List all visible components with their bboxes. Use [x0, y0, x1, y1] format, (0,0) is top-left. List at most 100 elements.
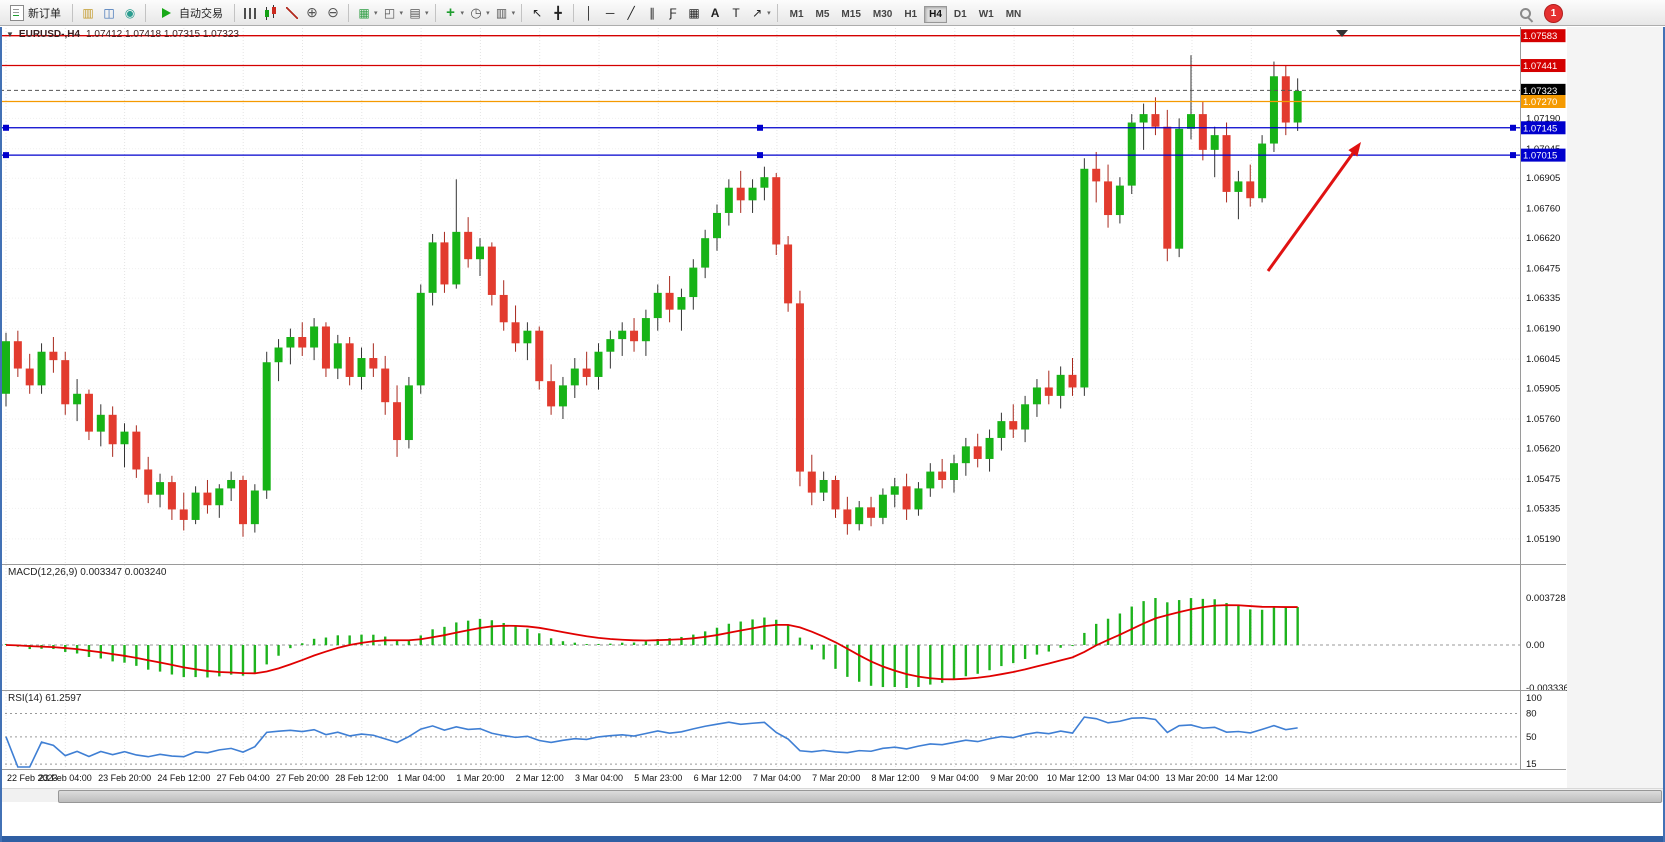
shapes-icon[interactable]: ▦: [688, 5, 700, 20]
tile-windows-icon[interactable]: ▦: [358, 5, 370, 20]
horizontal-line-icon[interactable]: ─: [605, 5, 615, 20]
search-icon[interactable]: [1518, 6, 1534, 22]
window-left-border: [0, 27, 2, 842]
macd-histogram: [4, 598, 1299, 688]
bid-price-line-price-label-box: [1520, 83, 1566, 97]
rsi-axis-label: 100: [1526, 693, 1542, 704]
trend-arrow-annotation[interactable]: [1266, 149, 1357, 272]
rsi-indicator-label: RSI(14) 61.2597: [8, 693, 82, 704]
resistance-line-1-price-label: 1.07583: [1523, 31, 1557, 42]
timeframe-group: M1 M5 M15 M30 H1 H4 D1 W1 MN: [784, 4, 1028, 23]
support-line-1-handle[interactable]: [1510, 124, 1516, 131]
new-chart-icon-caret[interactable]: ▾: [399, 9, 404, 17]
toolbar-separator: [145, 3, 146, 22]
indicators-add-icon[interactable]: +: [446, 4, 455, 21]
zoom-out-icon[interactable]: ⊖: [327, 4, 339, 20]
toolbar-group-indicators: + ▾ ◷ ▾ ▥ ▾: [442, 4, 516, 22]
new-chart-icon[interactable]: ◰: [383, 5, 396, 20]
time-axis-label: 8 Mar 12:00: [871, 773, 919, 783]
rsi-axis-label: 50: [1526, 732, 1537, 743]
timeframe-D1[interactable]: D1: [953, 8, 967, 20]
market-watch-icon[interactable]: ◫: [103, 5, 115, 20]
timeframe-H4[interactable]: H4: [924, 5, 947, 23]
support-line-1-handle[interactable]: [757, 124, 763, 131]
timeframe-H1[interactable]: H1: [904, 8, 918, 20]
arrows-icon[interactable]: ↗: [752, 5, 763, 20]
chart-shift-icon[interactable]: [1336, 30, 1348, 37]
periods-icon[interactable]: ◷: [470, 4, 482, 20]
zoom-in-icon[interactable]: ⊕: [306, 4, 318, 20]
text-icon[interactable]: A: [710, 5, 720, 20]
time-axis-label: 6 Mar 12:00: [694, 773, 742, 783]
new-order-button[interactable]: 新订单: [5, 3, 66, 23]
templates-icon[interactable]: ▥: [495, 5, 508, 20]
timeframe-M15[interactable]: M15: [841, 8, 861, 20]
profiles-icon-caret[interactable]: ▾: [425, 9, 429, 17]
bar-chart-icon[interactable]: [241, 3, 259, 22]
timeframe-M1[interactable]: M1: [789, 8, 804, 20]
time-axis-label: 7 Mar 20:00: [812, 773, 860, 783]
price-axis-label: 1.07190: [1526, 113, 1560, 124]
timeframe-W1[interactable]: W1: [978, 8, 994, 20]
toolbar-group-system: ▥ ◫ ◉: [79, 4, 139, 22]
price-axis-label: 1.05760: [1526, 414, 1560, 425]
macd-axis-label: -0.003336: [1526, 683, 1569, 694]
indicators-add-icon-caret[interactable]: ▾: [460, 9, 465, 17]
label-icon[interactable]: T: [732, 5, 740, 20]
time-axis-label: 5 Mar 23:00: [634, 773, 682, 783]
support-line-2-handle[interactable]: [757, 152, 763, 159]
price-axis-label: 1.06760: [1526, 204, 1560, 215]
price-axis-label: 1.06335: [1526, 293, 1560, 304]
channel-icon[interactable]: ∥: [649, 5, 656, 20]
profiles-icon[interactable]: ▤: [409, 5, 421, 20]
toolbar-group-chart-types: [241, 3, 301, 22]
time-axis-label: 23 Feb 04:00: [39, 773, 92, 783]
time-axis-label: 14 Mar 12:00: [1225, 773, 1278, 783]
orange-level-line-price-label: 1.07270: [1523, 97, 1557, 108]
support-line-2-handle[interactable]: [3, 152, 9, 159]
time-axis-label: 23 Feb 20:00: [98, 773, 151, 783]
bid-price-line-price-label: 1.07323: [1523, 86, 1557, 97]
time-axis-label: 2 Mar 12:00: [516, 773, 564, 783]
periods-icon-caret[interactable]: ▾: [486, 9, 490, 17]
tile-windows-icon-caret[interactable]: ▾: [374, 9, 378, 17]
price-axis-label: 1.05475: [1526, 474, 1560, 485]
horizontal-scrollbar[interactable]: [0, 788, 1665, 803]
time-axis-label: 28 Feb 12:00: [335, 773, 388, 783]
support-line-2-handle[interactable]: [1510, 152, 1516, 159]
time-axis-label: 13 Mar 04:00: [1106, 773, 1159, 783]
trendline-icon[interactable]: ╱: [627, 5, 635, 20]
price-axis-label: 1.05190: [1526, 534, 1560, 545]
macd-axis-label: 0.003728: [1526, 593, 1566, 604]
one-click-trading-toggle-icon[interactable]: ▼: [6, 30, 14, 39]
toolbox-icon[interactable]: ▥: [82, 5, 94, 20]
notification-badge[interactable]: 1: [1544, 4, 1563, 23]
horizontal-scrollbar-thumb[interactable]: [58, 790, 1662, 803]
line-chart-icon[interactable]: [283, 3, 301, 22]
toolbar-separator: [234, 3, 235, 22]
support-line-1-handle[interactable]: [3, 124, 9, 131]
data-window-icon[interactable]: ◉: [124, 5, 136, 20]
timeframe-MN[interactable]: MN: [1005, 8, 1022, 20]
time-axis-label: 9 Mar 20:00: [990, 773, 1038, 783]
timeframe-M5[interactable]: M5: [815, 8, 830, 20]
vertical-line-icon[interactable]: │: [585, 5, 593, 20]
cursor-icon[interactable]: ↖: [532, 5, 543, 20]
macd-axis-label: 0.00: [1526, 640, 1545, 651]
support-line-2-price-label: 1.07015: [1523, 151, 1557, 162]
candlestick-chart-icon[interactable]: [262, 3, 280, 22]
time-axis-label: 27 Feb 20:00: [276, 773, 329, 783]
templates-icon-caret[interactable]: ▾: [511, 9, 516, 17]
autotrading-button[interactable]: 自动交易: [152, 2, 228, 24]
timeframe-M30[interactable]: M30: [872, 8, 893, 20]
trend-arrow-head[interactable]: [1348, 142, 1361, 157]
arrows-icon-caret[interactable]: ▾: [767, 9, 771, 17]
crosshair-icon[interactable]: ╋: [554, 5, 562, 20]
fibonacci-icon[interactable]: Ƒ: [669, 5, 677, 20]
time-axis-label: 9 Mar 04:00: [931, 773, 979, 783]
orange-level-line-price-label-box: [1520, 94, 1566, 108]
toolbar-group-cursor: ↖ ╋: [528, 4, 567, 22]
new-order-label: 新订单: [28, 7, 61, 20]
rsi-axis-label: 80: [1526, 708, 1537, 719]
resistance-line-1-price-label-box: [1520, 29, 1566, 43]
